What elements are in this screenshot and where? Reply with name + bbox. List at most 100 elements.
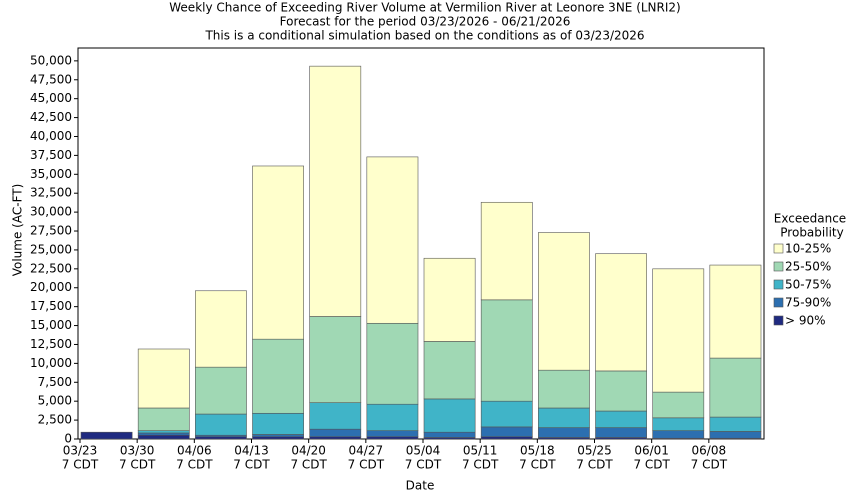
y-tick-label: 30,000	[30, 205, 72, 219]
legend-swatch	[773, 315, 784, 326]
bar-segment	[309, 428, 362, 438]
bar-segment	[252, 165, 304, 340]
y-tick-label: 2,500	[38, 413, 72, 427]
x-tick-label: 7 CDT	[62, 458, 99, 472]
bar-segment	[137, 432, 190, 436]
y-tick-label: 7,500	[38, 375, 72, 389]
legend-swatch	[773, 261, 784, 272]
bar-segment	[652, 268, 705, 393]
y-tick-label: 45,000	[30, 91, 72, 105]
x-tick-label: 03/23	[63, 444, 98, 458]
y-tick-label: 10,000	[30, 356, 72, 370]
x-tick-label: 05/04	[406, 444, 441, 458]
y-tick-label: 15,000	[30, 318, 72, 332]
bar-segment	[366, 436, 419, 440]
x-tick-label: 7 CDT	[576, 458, 613, 472]
legend-label: 50-75%	[785, 278, 831, 292]
bar-segment	[538, 232, 590, 371]
y-tick-label: 27,500	[30, 224, 72, 238]
y-tick-label: 5,000	[38, 394, 72, 408]
bar-segment	[709, 416, 762, 432]
x-tick-label: 7 CDT	[519, 458, 556, 472]
bar-segment	[480, 400, 533, 428]
legend-label: > 90%	[785, 314, 826, 328]
x-tick-label: 7 CDT	[348, 458, 385, 472]
bar-segment	[195, 436, 247, 440]
y-tick-label: 25,000	[30, 242, 72, 256]
bar-segment	[309, 402, 362, 430]
y-tick-label: 20,000	[30, 280, 72, 294]
bar-segment	[309, 316, 362, 403]
y-tick-label: 40,000	[30, 129, 72, 143]
legend-swatch	[773, 297, 784, 308]
bar-segment	[137, 407, 190, 431]
bar-segment	[252, 434, 304, 438]
bar-segment	[195, 366, 247, 415]
y-tick-label: 0	[64, 432, 72, 446]
x-tick-label: 04/06	[177, 444, 212, 458]
bar-segment	[366, 156, 419, 324]
bar-segment	[538, 427, 590, 438]
y-tick-label: 37,500	[30, 148, 72, 162]
y-tick-label: 22,500	[30, 261, 72, 275]
bar-segment	[595, 410, 647, 428]
y-tick-label: 42,500	[30, 110, 72, 124]
legend-title: Probability	[780, 226, 843, 240]
legend-label: 25-50%	[785, 260, 831, 274]
bar-segment	[595, 427, 647, 438]
bar-segment	[652, 391, 705, 419]
x-axis-label: Date	[406, 479, 435, 493]
x-tick-label: 7 CDT	[233, 458, 270, 472]
bar-segment	[137, 348, 190, 409]
x-tick-label: 04/20	[291, 444, 326, 458]
bar-segment	[423, 341, 476, 400]
bar-segment	[652, 430, 705, 439]
bar-segment	[595, 253, 647, 372]
bar-segment	[252, 338, 304, 414]
x-tick-label: 7 CDT	[405, 458, 442, 472]
legend-label: 75-90%	[785, 296, 831, 310]
bar-segment	[709, 431, 762, 439]
x-tick-label: 7 CDT	[176, 458, 213, 472]
bar-segment	[137, 434, 190, 440]
x-tick-label: 04/13	[234, 444, 269, 458]
y-tick-label: 47,500	[30, 72, 72, 86]
y-tick-label: 17,500	[30, 299, 72, 313]
legend-swatch	[773, 243, 784, 254]
bar-segment	[423, 398, 476, 433]
bar-segment	[595, 370, 647, 412]
bar-segment	[366, 322, 419, 405]
bar-segment	[252, 412, 304, 435]
y-tick-label: 12,500	[30, 337, 72, 351]
x-tick-label: 7 CDT	[691, 458, 728, 472]
y-tick-label: 50,000	[30, 53, 72, 67]
bar-segment	[423, 257, 476, 342]
y-tick-label: 32,500	[30, 186, 72, 200]
bar-segment	[366, 430, 419, 438]
bar-segment	[709, 264, 762, 359]
x-tick-label: 06/01	[634, 444, 669, 458]
x-tick-label: 05/25	[577, 444, 612, 458]
x-tick-label: 05/11	[463, 444, 498, 458]
bar-segment	[480, 201, 533, 301]
bar-segment	[480, 426, 533, 438]
bar-segment	[423, 431, 476, 438]
x-tick-label: 7 CDT	[290, 458, 327, 472]
bar-segment	[195, 413, 247, 436]
bar-segment	[480, 299, 533, 402]
x-tick-label: 7 CDT	[119, 458, 156, 472]
x-tick-label: 04/27	[349, 444, 384, 458]
y-axis-label: Volume (AC-FT)	[11, 184, 25, 277]
bar-segment	[309, 65, 362, 317]
x-tick-label: 7 CDT	[633, 458, 670, 472]
legend-title: Exceedance	[774, 212, 846, 226]
x-tick-label: 05/18	[520, 444, 555, 458]
bar-segment	[480, 436, 533, 440]
bar-segment	[80, 431, 133, 440]
bar-segment	[195, 290, 247, 368]
bar-segment	[252, 436, 304, 440]
bar-segment	[709, 357, 762, 418]
bar-segment	[309, 436, 362, 440]
bar-segment	[366, 403, 419, 431]
